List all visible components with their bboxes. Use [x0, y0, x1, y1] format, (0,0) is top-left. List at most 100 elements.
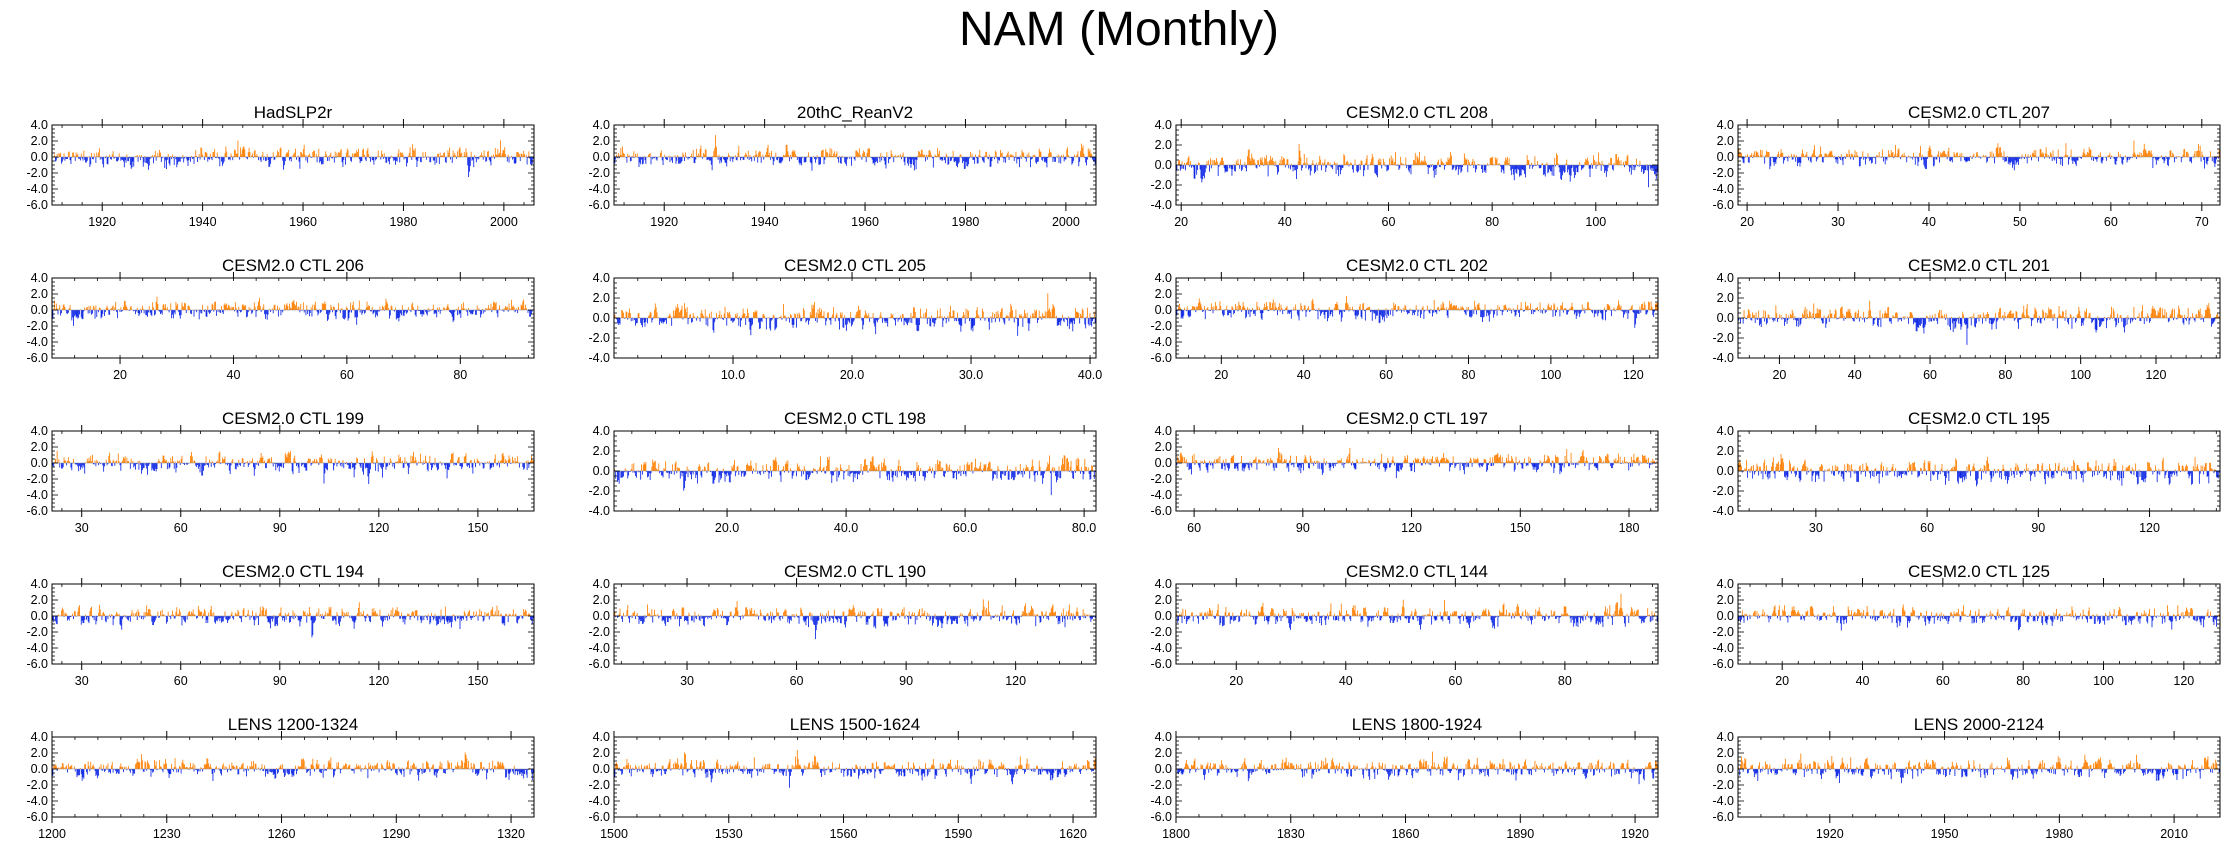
- y-tick-label: -2.0: [1150, 319, 1172, 333]
- y-tick-label: -2.0: [1712, 166, 1734, 180]
- x-tick-label: 100: [1585, 215, 1606, 229]
- x-tick-label: 2000: [490, 215, 518, 229]
- y-tick-label: 4.0: [31, 118, 48, 132]
- y-tick-label: -6.0: [1150, 351, 1172, 365]
- y-tick-label: -4.0: [1150, 198, 1172, 212]
- figure-title: NAM (Monthly): [0, 0, 2238, 60]
- x-tick-label: 40: [1297, 368, 1311, 382]
- x-tick-label: 20.0: [840, 368, 864, 382]
- panel-title: CESM2.0 CTL 202: [1346, 256, 1488, 275]
- y-tick-label: -6.0: [588, 198, 610, 212]
- y-tick-label: 4.0: [593, 118, 610, 132]
- y-tick-label: 2.0: [593, 291, 610, 305]
- x-tick-label: 120: [1623, 368, 1644, 382]
- y-tick-label: -4.0: [1150, 335, 1172, 349]
- bar-series: [1175, 143, 1658, 188]
- y-tick-label: 0.0: [31, 150, 48, 164]
- x-tick-label: 60: [1382, 215, 1396, 229]
- x-tick-label: 2000: [1052, 215, 1080, 229]
- x-tick-label: 80: [1485, 215, 1499, 229]
- panel-title: HadSLP2r: [254, 103, 333, 122]
- y-tick-label: -4.0: [1712, 182, 1734, 196]
- y-tick-label: 0.0: [1155, 158, 1172, 172]
- y-tick-label: -6.0: [26, 198, 48, 212]
- panel-title: CESM2.0 CTL 208: [1346, 103, 1488, 122]
- y-tick-label: 2.0: [593, 134, 610, 148]
- x-tick-label: 40.0: [1078, 368, 1102, 382]
- bar-series: [613, 293, 1096, 336]
- plot-frame: [51, 277, 535, 359]
- x-tick-label: 40: [1278, 215, 1292, 229]
- panel-4: CESM2.0 CTL 207 -6.0 -4.0 -2.0 0.0 2.0 4.0 20 30…: [1712, 103, 2221, 229]
- x-tick-label: 1920: [650, 215, 678, 229]
- y-tick-label: 4.0: [593, 271, 610, 285]
- x-tick-label: 1940: [751, 215, 779, 229]
- panel-title: 20thC_ReanV2: [797, 103, 913, 122]
- bar-series: [51, 296, 534, 326]
- x-tick-label: 80: [1462, 368, 1476, 382]
- panel-6: CESM2.0 CTL 205 -4.0 -2.0 0.0 2.0 4.0 10.0 20.0…: [588, 256, 1102, 382]
- y-tick-label: 0.0: [1717, 150, 1734, 164]
- x-tick-label: 40: [227, 368, 241, 382]
- x-tick-label: 40: [1922, 215, 1936, 229]
- panel-8: CESM2.0 CTL 201-4.0-2.00.02.04.020 40 60 80…: [1712, 256, 2221, 382]
- x-tick-label: 1980: [952, 215, 980, 229]
- x-tick-label: 1940: [189, 215, 217, 229]
- x-tick-label: 30.0: [959, 368, 983, 382]
- panel-title: CESM2.0 CTL 201: [1908, 256, 2050, 275]
- y-tick-label: 2.0: [1717, 134, 1734, 148]
- panel-7: CESM2.0 CTL 202 -6.0 -4.0 -2.0 0.0 2.0 4.0 20 40…: [1150, 256, 1659, 382]
- x-tick-label: 20: [113, 368, 127, 382]
- plot-frame: [1737, 124, 2221, 206]
- y-tick-label: 0.0: [1155, 303, 1172, 317]
- y-tick-label: -4.0: [588, 182, 610, 196]
- y-tick-label: -4.0: [26, 335, 48, 349]
- panel-1: HadSLP2r -6.0 -4.0 -2.0 0.0 2.0 4.0 1920 1940 196…: [26, 103, 535, 229]
- x-tick-label: 1960: [851, 215, 879, 229]
- bar-series: [1737, 300, 2220, 345]
- y-tick-label: 4.0: [1155, 118, 1172, 132]
- bar-series: [51, 140, 534, 178]
- bar-series: [1175, 295, 1658, 328]
- x-tick-label: 80: [453, 368, 467, 382]
- x-tick-label: 60: [1379, 368, 1393, 382]
- bar-series: [1737, 140, 2220, 171]
- panel-2: 20thC_ReanV2 -6.0 -4.0 -2.0 0.0 2.0 4.0 1920 194…: [588, 103, 1097, 229]
- x-tick-label: 10.0: [721, 368, 745, 382]
- y-tick-label: -2.0: [26, 166, 48, 180]
- x-tick-label: 60: [340, 368, 354, 382]
- x-tick-label: 20: [1174, 215, 1188, 229]
- y-tick-label: 4.0: [31, 271, 48, 285]
- x-tick-label: 30: [1831, 215, 1845, 229]
- y-tick-label: -2.0: [588, 331, 610, 345]
- y-tick-label: 4.0: [1155, 271, 1172, 285]
- panel-3: CESM2.0 CTL 208 -4.0 -2.0 0.0 2.0 4.0 20 40 60 80…: [1150, 103, 1659, 229]
- y-tick-label: 2.0: [31, 287, 48, 301]
- x-tick-label: 20: [1740, 215, 1754, 229]
- y-tick-label: -6.0: [1712, 198, 1734, 212]
- y-tick-label: 2.0: [31, 134, 48, 148]
- plot-frame: [613, 124, 1097, 206]
- plot-frame: [1175, 277, 1659, 359]
- panel-title: CESM2.0 CTL 206: [222, 256, 364, 275]
- x-tick-label: 50: [2013, 215, 2027, 229]
- panel-5: CESM2.0 CTL 206 -6.0 -4.0 -2.0 0.0 2.0 4.0 20 40…: [26, 256, 535, 382]
- y-tick-label: 0.0: [31, 303, 48, 317]
- panel-title: CESM2.0 CTL 205: [784, 256, 926, 275]
- x-tick-label: 1960: [289, 215, 317, 229]
- y-tick-label: -4.0: [26, 182, 48, 196]
- bar-series: [613, 135, 1096, 171]
- y-tick-label: -6.0: [26, 351, 48, 365]
- y-tick-label: 0.0: [593, 311, 610, 325]
- y-tick-label: -2.0: [588, 166, 610, 180]
- y-tick-label: 2.0: [1155, 138, 1172, 152]
- x-tick-label: 1980: [390, 215, 418, 229]
- y-tick-label: -2.0: [26, 319, 48, 333]
- x-tick-label: 20: [1214, 368, 1228, 382]
- y-tick-label: -4.0: [588, 351, 610, 365]
- x-tick-label: 1920: [88, 215, 116, 229]
- panel-title: CESM2.0 CTL 207: [1908, 103, 2050, 122]
- x-tick-label: 70: [2195, 215, 2209, 229]
- x-tick-label: 60: [2104, 215, 2118, 229]
